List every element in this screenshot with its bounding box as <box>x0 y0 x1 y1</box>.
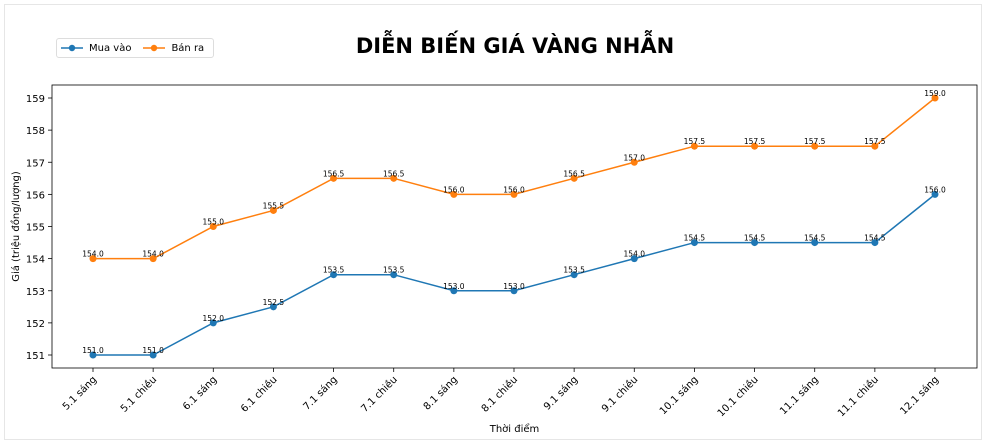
data-point <box>450 287 458 295</box>
x-tick-label: 9.1 chiều <box>599 374 640 415</box>
x-axis-label: Thời điểm <box>489 422 540 435</box>
data-point <box>209 223 217 230</box>
data-point <box>209 319 217 327</box>
x-tick-label: 11.1 sáng <box>777 374 820 417</box>
y-tick-label: 159 <box>26 94 45 105</box>
y-tick-label: 153 <box>26 287 45 298</box>
plot-area <box>51 84 978 369</box>
data-point <box>510 287 518 295</box>
x-tick-label: 5.1 sáng <box>60 374 99 413</box>
data-point <box>630 158 638 166</box>
data-label: 157.0 <box>624 153 646 162</box>
data-point <box>570 174 578 182</box>
y-tick-label: 157 <box>26 158 45 169</box>
y-tick-label: 151 <box>26 351 45 362</box>
data-label: 153.0 <box>503 282 525 291</box>
data-point <box>269 303 277 311</box>
data-label: 156.0 <box>443 185 465 194</box>
x-tick-label: 6.1 sáng <box>180 374 219 413</box>
data-point <box>330 174 338 182</box>
data-label: 151.0 <box>82 346 104 355</box>
data-point <box>269 206 277 214</box>
x-tick-label: 5.1 chiều <box>118 374 159 415</box>
data-point <box>390 174 398 182</box>
data-label: 156.5 <box>383 169 405 178</box>
data-label: 154.0 <box>142 250 164 259</box>
x-tick-label: 8.1 chiều <box>479 374 520 415</box>
data-label: 156.0 <box>503 185 525 194</box>
x-tick-label: 7.1 chiều <box>359 374 400 415</box>
data-label: 155.0 <box>203 218 225 227</box>
data-label: 154.5 <box>684 234 706 243</box>
data-label: 156.5 <box>563 169 585 178</box>
data-point <box>510 190 518 198</box>
data-point <box>570 271 578 279</box>
legend-item-mua-vao: Mua vào <box>61 43 131 54</box>
data-point <box>330 271 338 279</box>
y-tick-label: 156 <box>26 190 45 201</box>
data-label: 157.5 <box>864 137 886 146</box>
data-label: 152.0 <box>203 314 225 323</box>
legend-marker-icon <box>61 44 83 52</box>
data-label: 153.5 <box>383 266 405 275</box>
data-label: 153.5 <box>323 266 345 275</box>
data-label: 157.5 <box>804 137 826 146</box>
x-tick-label: 6.1 chiều <box>238 374 279 415</box>
data-point <box>450 190 458 198</box>
data-point <box>690 142 698 150</box>
data-point <box>149 255 157 263</box>
y-axis-label: Giá (triệu đồng/lượng) <box>10 171 22 282</box>
data-label: 159.0 <box>924 89 946 98</box>
data-label: 156.0 <box>924 185 946 194</box>
data-label: 155.5 <box>263 201 285 210</box>
data-point <box>630 255 638 263</box>
data-label: 154.0 <box>624 250 646 259</box>
data-point <box>751 239 759 247</box>
chart-title: DIỄN BIẾN GIÁ VÀNG NHẪN <box>355 34 675 58</box>
data-label: 157.5 <box>744 137 766 146</box>
data-point <box>149 351 157 359</box>
data-label: 151.0 <box>142 346 164 355</box>
data-label: 154.5 <box>864 234 886 243</box>
y-tick-label: 154 <box>26 255 45 266</box>
data-point <box>871 142 879 150</box>
data-point <box>811 142 819 150</box>
x-tick-label: 10.1 chiều <box>715 374 761 420</box>
data-label: 157.5 <box>684 137 706 146</box>
data-label: 153.5 <box>563 266 585 275</box>
data-point <box>871 239 879 247</box>
legend: Mua vào Bán ra <box>56 38 214 58</box>
legend-label: Mua vào <box>89 42 132 54</box>
data-point <box>89 351 97 359</box>
legend-label: Bán ra <box>171 42 205 54</box>
data-label: 156.5 <box>323 169 345 178</box>
data-point <box>931 190 939 198</box>
x-tick-label: 7.1 sáng <box>301 374 340 413</box>
data-point <box>89 255 97 263</box>
data-point <box>751 142 759 150</box>
data-point <box>811 239 819 247</box>
data-point <box>690 239 698 247</box>
x-tick-label: 9.1 sáng <box>541 374 580 413</box>
data-label: 154.5 <box>804 234 826 243</box>
data-point <box>931 94 939 102</box>
x-tick-label: 12.1 sáng <box>898 374 941 417</box>
y-tick-label: 152 <box>26 319 45 330</box>
data-point <box>390 271 398 279</box>
x-tick-label: 10.1 sáng <box>657 374 700 417</box>
data-label: 153.0 <box>443 282 465 291</box>
x-tick-label: 11.1 chiều <box>835 374 881 420</box>
data-label: 152.5 <box>263 298 285 307</box>
x-tick-label: 8.1 sáng <box>421 374 460 413</box>
legend-item-ban-ra: Bán ra <box>143 43 204 54</box>
y-tick-label: 155 <box>26 223 45 234</box>
legend-marker-icon <box>143 44 166 52</box>
figure-frame <box>4 4 982 440</box>
data-label: 154.0 <box>82 250 104 259</box>
y-tick-label: 158 <box>26 126 45 137</box>
data-label: 154.5 <box>744 234 766 243</box>
